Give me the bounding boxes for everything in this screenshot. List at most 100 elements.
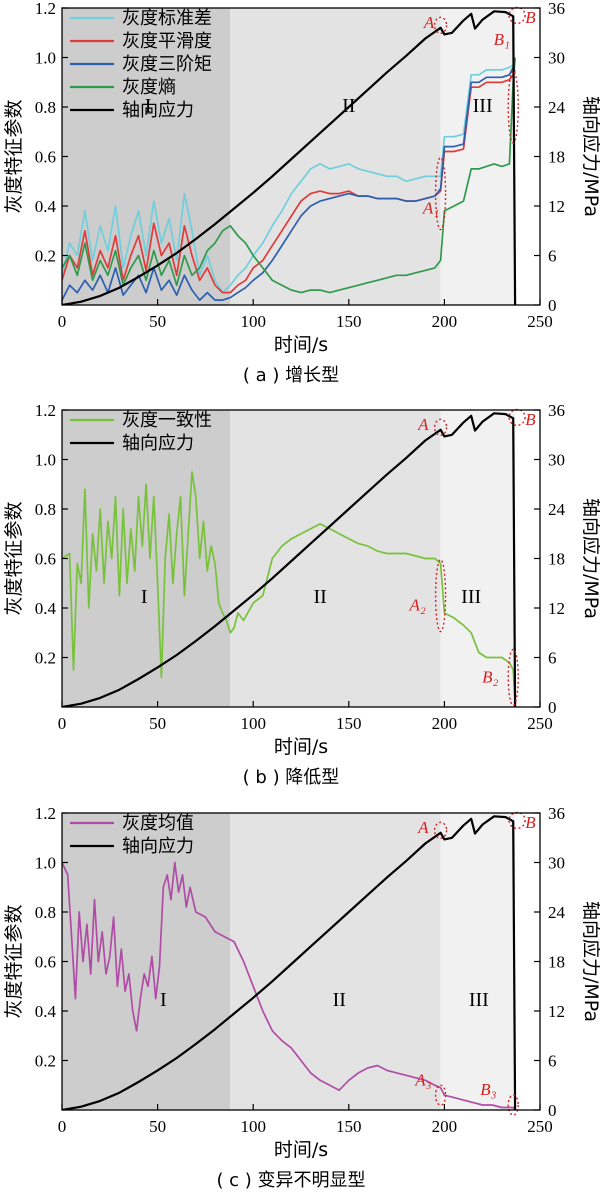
y2-tick-label-6: 30	[548, 854, 565, 873]
region-label-1: I	[141, 586, 148, 608]
x-tick-label-6: 250	[527, 714, 553, 733]
annotation-label-1: A	[423, 13, 435, 32]
x-tick-label-1: 0	[58, 312, 67, 331]
region-3-background	[440, 410, 516, 707]
y-tick-label-4: 0.8	[35, 98, 56, 117]
region-label-3: III	[473, 95, 493, 117]
y2-tick-label-3: 12	[548, 1002, 565, 1021]
y-tick-label-1: 0.2	[35, 247, 56, 266]
y2-axis-label: 轴向应力/MPa	[580, 96, 600, 217]
y2-tick-label-2: 6	[548, 1052, 557, 1071]
annotation-label-2: B	[525, 410, 536, 429]
series-line-2	[62, 69, 516, 294]
x-tick-label-4: 150	[336, 1117, 362, 1136]
y2-tick-label-5: 24	[548, 500, 566, 519]
legend-label-1: 灰度一致性	[122, 410, 212, 431]
region-label-1: I	[160, 989, 167, 1011]
y2-tick-label-1: 0	[548, 1101, 557, 1120]
y2-tick-label-6: 30	[548, 451, 565, 470]
region-3-background	[440, 813, 516, 1110]
y2-axis-label: 轴向应力/MPa	[580, 498, 600, 619]
annotation-label-3: A₂	[408, 595, 425, 614]
series-line-5	[62, 10, 517, 305]
region-label-3: III	[461, 586, 481, 608]
y-tick-label-5: 1.0	[35, 49, 56, 68]
annotation-ellipse-4	[507, 70, 519, 144]
x-tick-label-2: 50	[149, 312, 166, 331]
x-tick-label-5: 200	[432, 312, 458, 331]
y2-tick-label-6: 30	[548, 49, 565, 68]
y2-tick-label-4: 18	[548, 550, 565, 569]
region-label-2: II	[313, 586, 326, 608]
annotation-ellipse-1	[433, 418, 448, 437]
panel-caption: ( a ) 增长型	[243, 365, 339, 386]
series-line-1	[62, 471, 516, 703]
y2-tick-label-4: 18	[548, 953, 565, 972]
y2-axis-label: 轴向应力/MPa	[580, 901, 600, 1022]
x-tick-label-6: 250	[527, 312, 553, 331]
x-tick-label-4: 150	[336, 714, 362, 733]
x-tick-label-6: 250	[527, 1117, 553, 1136]
annotation-label-3: A₃	[414, 1070, 431, 1089]
series-line-3	[62, 59, 516, 301]
x-tick-label-4: 150	[336, 312, 362, 331]
x-tick-label-1: 0	[58, 714, 67, 733]
series-group	[62, 815, 517, 1110]
y-tick-label-5: 1.0	[35, 854, 56, 873]
region-label-3: III	[469, 989, 489, 1011]
y2-tick-label-2: 6	[548, 649, 557, 668]
series-line-2	[62, 412, 517, 707]
y2-tick-label-7: 36	[548, 0, 565, 18]
series-line-2	[62, 815, 517, 1110]
y-tick-label-3: 0.6	[35, 953, 56, 972]
annotation-ellipse-3	[434, 558, 447, 633]
y-tick-label-6: 1.2	[35, 401, 56, 420]
annotation-ellipse-3	[434, 1084, 447, 1106]
y-tick-label-6: 1.2	[35, 0, 56, 18]
legend-label-1: 灰度标准差	[122, 8, 212, 29]
x-tick-label-2: 50	[149, 1117, 166, 1136]
y-tick-label-2: 0.4	[35, 599, 57, 618]
region-label-2: II	[333, 989, 346, 1011]
region-1-background	[62, 813, 231, 1110]
legend-label-4: 灰度熵	[122, 77, 176, 98]
legend-label-2: 轴向应力	[122, 836, 194, 857]
legend-label-2: 灰度平滑度	[122, 31, 212, 52]
x-axis-label: 时间/s	[274, 736, 328, 758]
annotation-label-2: B	[525, 813, 536, 832]
annotation-label-2: B	[525, 8, 536, 27]
x-axis-label: 时间/s	[274, 334, 328, 356]
region-label-1: I	[145, 95, 152, 117]
legend-label-2: 轴向应力	[122, 433, 194, 454]
annotation-label-1: A	[417, 818, 429, 837]
annotation-label-4: B₂	[482, 667, 498, 686]
y-tick-label-3: 0.6	[35, 148, 56, 167]
y2-tick-label-7: 36	[548, 804, 565, 823]
y2-tick-label-2: 6	[548, 247, 557, 266]
y2-tick-label-3: 12	[548, 197, 565, 216]
panel-caption: ( c ) 变异不明显型	[216, 1170, 365, 1191]
series-line-4	[62, 57, 516, 294]
annotation-ellipse-4	[507, 1094, 519, 1116]
x-tick-label-3: 100	[240, 312, 266, 331]
x-axis-label: 时间/s	[274, 1139, 328, 1161]
y-tick-label-5: 1.0	[35, 451, 56, 470]
panel-caption: ( b ) 降低型	[243, 767, 340, 788]
y2-tick-label-4: 18	[548, 148, 565, 167]
y2-tick-label-5: 24	[548, 98, 566, 117]
annotation-label-3: A₁	[422, 198, 439, 217]
x-tick-label-3: 100	[240, 714, 266, 733]
legend-label-3: 灰度三阶矩	[122, 54, 212, 75]
annotation-label-1: A	[417, 415, 429, 434]
y2-tick-label-1: 0	[548, 698, 557, 717]
y-tick-label-2: 0.4	[35, 1002, 57, 1021]
y-tick-label-1: 0.2	[35, 1052, 56, 1071]
annotation-label-4: B₃	[480, 1080, 496, 1099]
region-3-background	[440, 8, 516, 305]
y-tick-label-4: 0.8	[35, 500, 56, 519]
y-tick-label-2: 0.4	[35, 197, 57, 216]
